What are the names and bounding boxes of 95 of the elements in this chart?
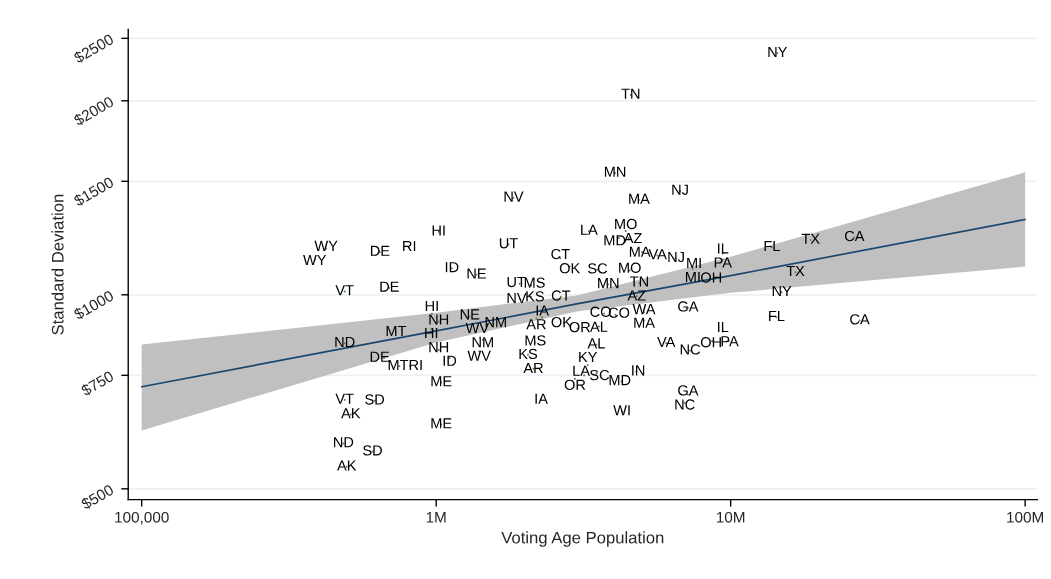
data-label: DE [370,351,390,362]
data-label: CT [551,248,570,260]
data-label: OK [559,263,581,274]
data-label: MD [604,235,626,246]
data-label: KS [526,291,544,302]
data-label: IL [718,322,729,333]
data-label: TN [621,88,640,99]
data-label: IN [632,365,645,376]
x-tick-label: 100,000 [115,511,169,525]
data-label: TX [801,233,820,244]
data-label: MS [525,335,546,346]
data-label: MT [388,359,409,370]
data-label: WY [303,254,327,265]
data-label: VA [657,337,676,348]
data-label: NC [675,399,695,410]
data-label: KY [579,351,598,362]
data-label: CA [850,314,870,325]
data-label: NH [429,342,449,353]
data-label: AZ [627,290,646,301]
data-label: NE [460,309,480,320]
data-label: MI [685,272,700,283]
data-label: DE [370,245,390,256]
data-label: LA [581,224,598,235]
data-label: MO [619,262,641,273]
data-label: NM [472,337,493,348]
x-tick-label: 100M [1007,511,1043,523]
data-label: PA [714,257,732,268]
data-label: ID [443,355,457,366]
data-label: RI [409,359,422,370]
data-label: CA [844,230,865,242]
data-label: NJ [668,251,684,263]
data-label: MN [604,166,626,177]
data-label: IL [718,243,729,254]
data-label: AK [341,408,361,419]
data-label: SC [590,369,610,381]
data-label: OR [564,379,586,390]
data-label: HI [425,300,438,311]
data-label: WI [613,405,630,416]
data-label: ND [334,437,354,448]
data-label: ND [335,337,355,348]
data-label: NH [429,314,449,325]
data-label: UT [499,238,518,249]
data-label: PA [721,336,739,347]
data-label: AR [523,363,543,374]
data-label: NE [467,268,486,279]
data-label: VT [335,285,354,296]
data-label: ME [431,418,452,429]
x-tick-label: 10M [716,511,745,523]
data-label: NY [768,46,788,57]
data-label: OH [700,337,721,348]
data-label: DE [380,281,399,292]
data-label: FL [769,310,785,322]
data-label: NY [772,286,792,297]
data-label: MI [687,257,701,268]
data-label: SD [365,394,385,405]
data-label: ME [431,376,452,387]
data-label: MA [629,193,650,204]
data-label: WA [632,304,656,315]
data-label: KS [519,348,538,360]
data-label: WY [314,240,338,251]
data-label: RI [403,241,416,252]
data-label: MN [598,278,619,289]
data-label: NV [507,293,527,304]
data-label: UT [507,277,526,288]
data-label: NC [680,344,701,355]
data-label: IA [535,393,548,404]
data-label: MT [386,325,407,336]
data-label: AR [526,319,546,330]
data-label: NV [504,191,524,202]
y-tick-label: $500 [79,483,115,511]
data-label: MD [609,375,631,386]
data-label: SC [588,263,608,274]
data-label: CT [551,290,571,301]
data-label: MA [634,317,655,328]
data-label: GA [678,301,699,312]
data-label: AL [587,338,605,349]
data-label: MS [524,277,545,288]
y-axis-title: Standard Deviation [51,194,64,335]
y-tick-label: $750 [79,369,115,398]
data-label: VT [335,393,354,404]
data-label: TN [630,276,648,287]
data-label: NJ [672,184,688,195]
x-tick-label: 1M [426,512,446,523]
data-label: LA [573,365,590,376]
data-label: AL [590,321,608,332]
data-label: GA [678,385,699,396]
data-label: SD [363,445,382,456]
data-label: FL [764,241,780,252]
data-label: WV [467,350,491,361]
data-label: TX [786,265,805,277]
data-label: AK [337,460,357,471]
data-label: ID [445,262,459,273]
x-axis-title: Voting Age Population [501,531,664,547]
data-label: MO [615,218,637,230]
data-label: HI [432,225,445,236]
